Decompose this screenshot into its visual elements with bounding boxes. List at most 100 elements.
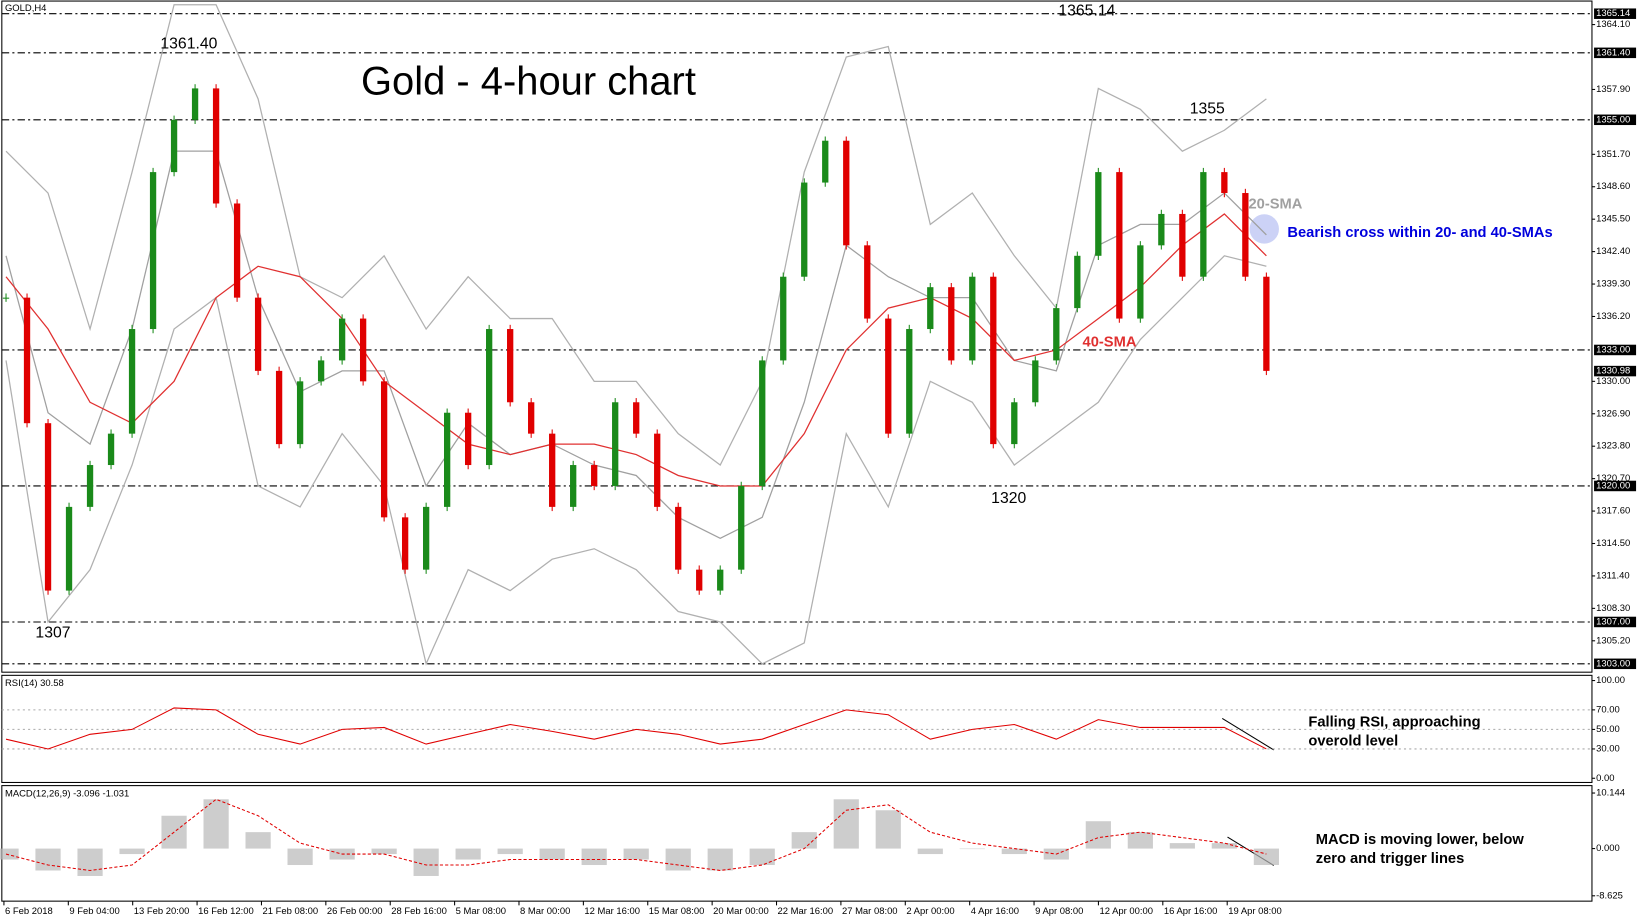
rsi-trendline [1221,717,1274,751]
macd-bar [959,848,985,850]
macd-bar [1169,843,1195,849]
x-tick-label: 27 Mar 08:00 [842,906,898,917]
level-label: 1333.00 [1596,344,1630,355]
candle [1137,245,1144,319]
candle [296,381,304,445]
y-tick-label: 1336.20 [1596,311,1630,322]
y-tick-label: 1314.50 [1596,538,1630,549]
y-tick-label: 1345.50 [1596,214,1630,225]
indicator-line [5,150,1267,539]
macd-bar [455,848,481,860]
candle [2,297,10,299]
x-tick-label: 22 Mar 16:00 [778,906,834,917]
macd-bar [623,848,649,860]
macd-bar [77,848,103,876]
candle [654,433,661,507]
y-tick-label: 100.00 [1596,675,1625,686]
y-tick-label: 1323.80 [1596,441,1630,452]
rsi-line [5,707,1267,750]
candle [486,329,493,466]
candle [149,172,157,330]
x-tick-label: 9 Apr 08:00 [1035,906,1083,917]
level-label: 1307.00 [1596,616,1630,627]
macd-bar [749,848,775,866]
x-tick-label: 16 Apr 16:00 [1164,906,1218,917]
y-tick-label: 1320.70 [1596,473,1630,484]
macd-bar [1127,832,1153,849]
candle [443,412,451,507]
candle [1200,172,1207,277]
candle [696,569,703,591]
rsi-title: RSI(14) 30.58 [5,678,64,689]
x-tick-label: 2 Apr 00:00 [906,906,954,917]
y-tick-label: 1342.40 [1596,246,1630,257]
y-tick-label: 1308.30 [1596,603,1630,614]
macd-bar [875,810,901,849]
level-label: 1365.14 [1596,8,1630,19]
annotation: 1320 [991,490,1026,507]
chart-title: Gold - 4-hour chart [361,60,696,104]
y-tick-label: 1305.20 [1596,635,1630,646]
candle [843,140,850,246]
level-box [1594,47,1637,59]
level-box [1594,344,1637,356]
x-tick-label: 20 Mar 00:00 [713,906,769,917]
annotation: 1365.14 [1058,3,1115,20]
candle [338,318,346,361]
macd-bar [917,848,943,855]
y-tick-label: -8.625 [1596,890,1623,901]
candle [633,402,640,434]
candle [86,465,94,507]
candle [717,569,724,591]
level-box [1594,658,1637,670]
y-tick-label: 70.00 [1596,704,1620,715]
y-tick-label: 10.144 [1596,788,1625,799]
candle [191,88,199,120]
macd-bar [539,848,565,860]
annotation: 1355 [1190,100,1225,117]
level-box [1594,616,1637,628]
macd-bar [1001,848,1027,855]
x-tick-label: 16 Feb 12:00 [198,906,254,917]
candle [738,485,745,570]
macd-bar [203,799,229,849]
macd-bar [791,832,817,849]
candle [1179,213,1186,277]
x-tick-label: 12 Apr 00:00 [1099,906,1153,917]
candle [906,329,913,434]
annotation: Bearish cross within 20- and 40-SMAs [1287,225,1552,241]
annotation: MACD is moving lower, below zero and trig… [1316,832,1525,867]
series-label: 20-SMA [1249,197,1303,213]
level-label: 1303.00 [1596,658,1630,669]
candle [507,329,514,403]
macd-bar [1085,821,1111,849]
macd-bar [1253,848,1279,866]
candle [864,245,871,319]
x-tick-label: 8 Mar 00:00 [520,906,570,917]
candle [801,182,808,277]
annotation: 1307 [35,624,70,641]
cross-marker [1249,214,1279,244]
candle [275,370,283,445]
price-panel [1,0,1593,673]
candle [359,318,367,382]
y-tick-label: 1351.70 [1596,149,1630,160]
x-tick-label: 26 Feb 00:00 [327,906,383,917]
candle [23,297,31,424]
x-tick-label: 15 Mar 08:00 [649,906,705,917]
indicator-line [5,255,1267,666]
candle [570,465,577,507]
macd-bar [413,848,439,876]
macd-bar [497,848,523,855]
macd-bar [665,848,691,871]
symbol: GOLD,H4 [5,3,46,14]
x-tick-label: 28 Feb 16:00 [391,906,447,917]
macd-panel [1,785,1593,902]
x-tick-label: 5 Mar 08:00 [456,906,506,917]
candle [44,423,52,591]
candle [780,276,787,361]
candle [612,402,619,486]
candle [885,318,892,434]
signal-line [5,798,1267,872]
